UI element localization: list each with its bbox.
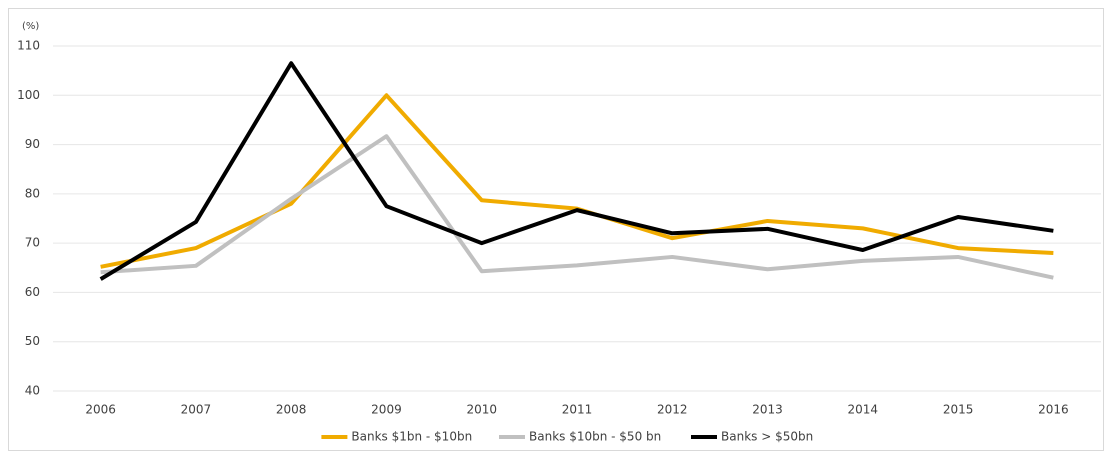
x-tick-label: 2006: [85, 403, 116, 417]
x-tick-label: 2015: [943, 403, 974, 417]
y-axis-label: (%): [22, 21, 39, 32]
y-tick-label: 70: [25, 236, 40, 250]
legend-label: Banks $10bn - $50 bn: [529, 430, 661, 444]
y-tick-label: 50: [25, 334, 40, 348]
series-line: [100, 134, 1054, 280]
y-tick-label: 90: [25, 137, 40, 151]
x-tick-label: 2009: [371, 403, 402, 417]
y-tick-label: 40: [25, 384, 40, 398]
series-line: [99, 61, 1054, 281]
y-tick-label: 110: [17, 39, 40, 53]
x-tick-label: 2008: [276, 403, 307, 417]
x-tick-label: 2007: [181, 403, 212, 417]
x-tick-label: 2011: [562, 403, 593, 417]
x-tick-label: 2014: [848, 403, 879, 417]
x-tick-label: 2012: [657, 403, 688, 417]
x-tick-label: 2010: [466, 403, 497, 417]
x-tick-label: 2013: [752, 403, 783, 417]
y-tick-label: 80: [25, 186, 40, 200]
legend-label: Banks > $50bn: [721, 430, 813, 444]
y-tick-label: 60: [25, 285, 40, 299]
x-tick-label: 2016: [1038, 403, 1069, 417]
legend-label: Banks $1bn - $10bn: [351, 430, 472, 444]
y-tick-label: 100: [17, 88, 40, 102]
chart-frame: [8, 8, 1104, 451]
